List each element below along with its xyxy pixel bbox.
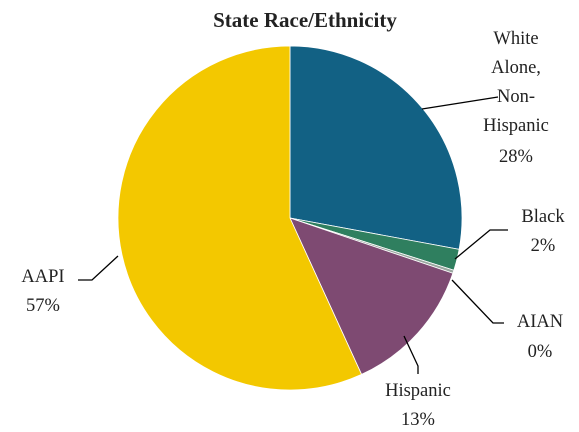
data-label-hispanic: Hispanic 13% (385, 381, 451, 430)
leader-line-white (421, 96, 499, 110)
label-white-line-4: Hispanic (483, 116, 549, 136)
leader-line-aian (451, 279, 504, 324)
label-aapi-name: AAPI (21, 267, 64, 287)
label-white-pct: 28% (499, 147, 533, 167)
label-aian-pct: 0% (528, 342, 553, 362)
data-label-aian: AIAN 0% (517, 312, 563, 362)
label-aian-name: AIAN (517, 312, 563, 332)
pie-slices (117, 45, 463, 391)
label-white-line-2: Alone, (491, 58, 541, 78)
leader-line-black (454, 229, 508, 260)
label-black-pct: 2% (531, 236, 556, 256)
chart-title: State Race/Ethnicity (213, 8, 397, 32)
pie-slice-aapi (117, 45, 363, 391)
pie-slice-white-alone-non-hispanic (289, 45, 463, 250)
label-white-line-3: Non- (497, 87, 535, 107)
leader-line-hispanic (403, 335, 419, 374)
label-hispanic-pct: 13% (401, 410, 435, 430)
label-black-name: Black (521, 207, 565, 227)
leader-line-aapi (78, 255, 119, 281)
data-label-white: White Alone, Non- Hispanic 28% (483, 29, 549, 167)
data-label-aapi: AAPI 57% (21, 267, 64, 316)
label-hispanic-name: Hispanic (385, 381, 451, 401)
data-label-black: Black 2% (521, 207, 565, 256)
label-aapi-pct: 57% (26, 296, 60, 316)
pie-slice-hispanic (289, 217, 454, 375)
label-white-line-1: White (493, 29, 538, 49)
